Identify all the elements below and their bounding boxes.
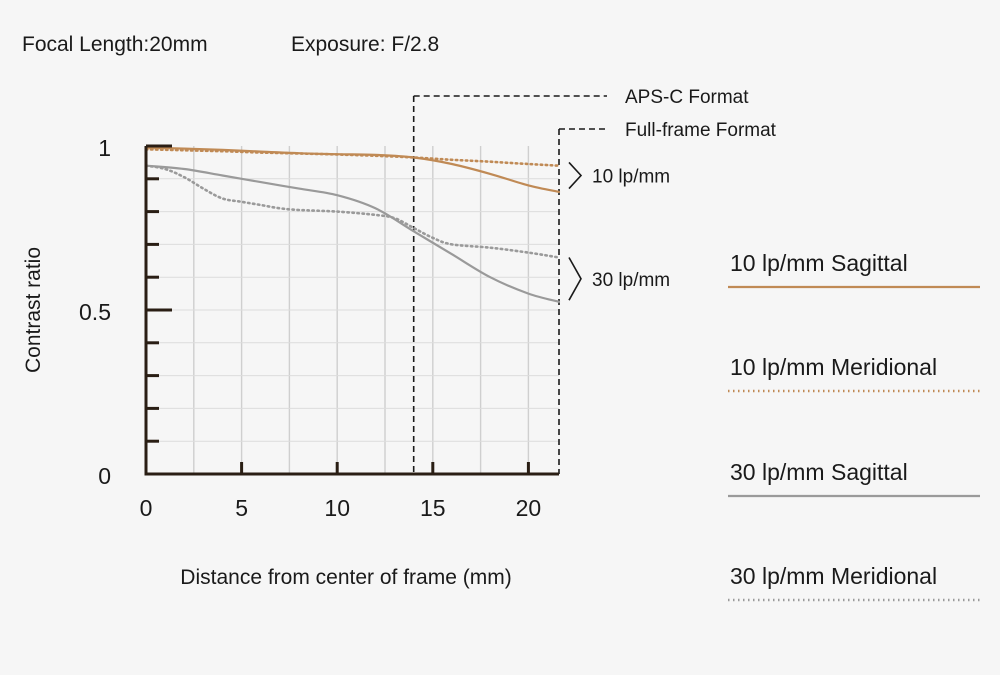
x-tick-label: 10 [324,495,350,521]
group-label-0: 10 lp/mm [592,167,670,188]
focal-length-label: Focal Length:20mm [22,33,208,56]
legend-label-2: 30 lp/mm Sagittal [730,459,908,485]
format-marker-label-0: APS-C Format [625,87,749,108]
y-tick-label: 0 [98,463,111,489]
x-tick-label: 0 [140,495,153,521]
legend: 10 lp/mm Sagittal 10 lp/mm Meridional 30 l… [728,250,980,602]
y-tick-label: 0.5 [79,299,111,325]
group-label-1: 30 lp/mm [592,270,670,291]
exposure-label: Exposure: F/2.8 [291,33,439,56]
series-line-3 [144,164,561,259]
series-line-2 [144,164,561,303]
series-line-1 [144,148,561,167]
group-labels: 10 lp/mm 30 lp/mm [568,161,670,301]
series-layer [144,146,561,303]
x-axis-label: Distance from center of frame (mm) [180,566,511,589]
x-tick-label: 5 [235,495,248,521]
x-tick-label: 15 [420,495,446,521]
group-bracket-0 [568,161,583,190]
axes: 00.510 5 10 15 20 [79,135,559,521]
y-tick-label: 1 [98,135,111,161]
legend-label-3: 30 lp/mm Meridional [730,563,937,589]
legend-label-1: 10 lp/mm Meridional [730,354,937,380]
grid [146,146,559,474]
format-marker-label-1: Full-frame Format [625,120,777,141]
group-bracket-1 [568,257,582,301]
x-tick-label: 20 [516,495,542,521]
legend-label-0: 10 lp/mm Sagittal [730,250,908,276]
y-axis-label: Contrast ratio [22,247,45,373]
